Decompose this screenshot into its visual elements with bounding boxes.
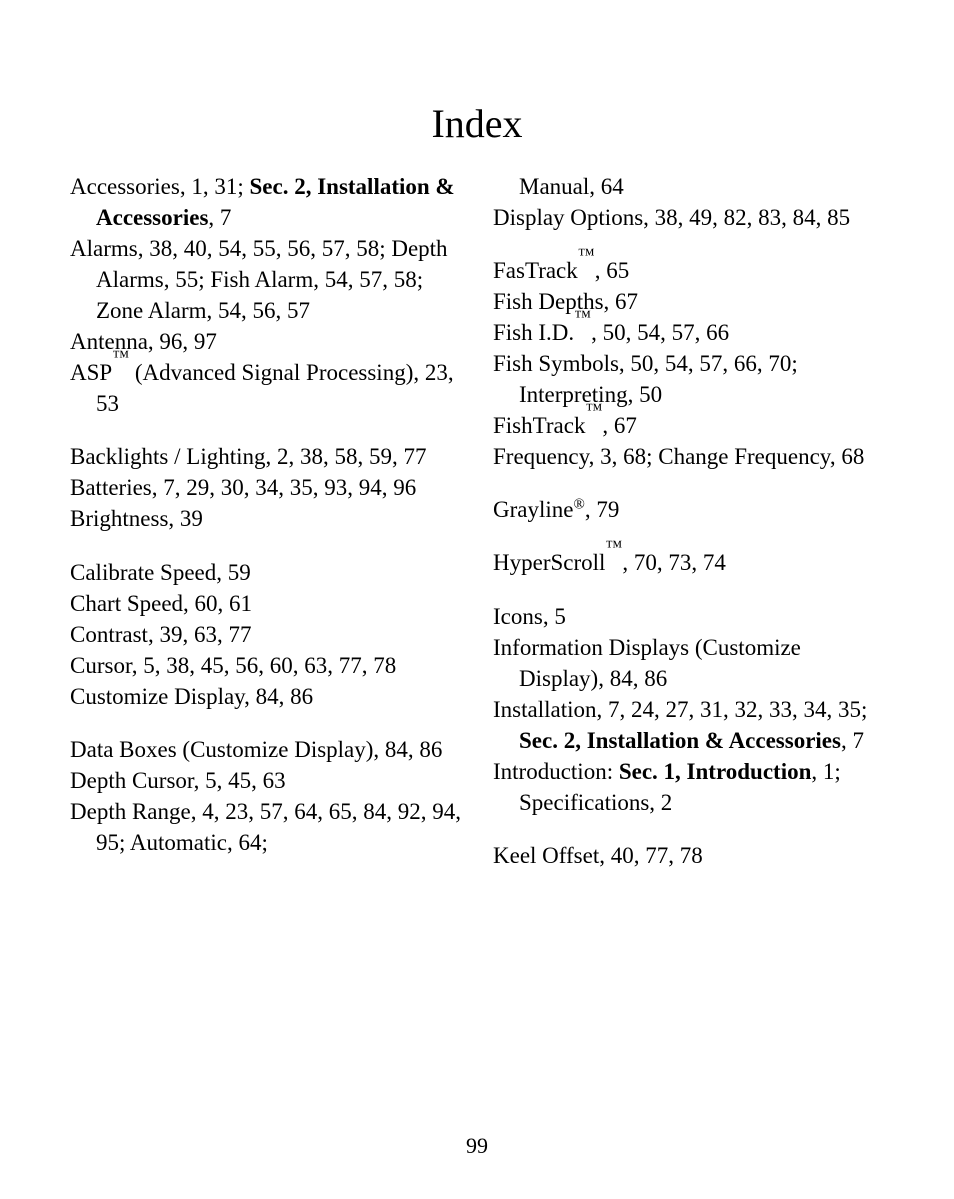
index-entry: Backlights / Lighting, 2, 38, 58, 59, 77 bbox=[70, 441, 461, 472]
index-entry: Manual, 64 bbox=[493, 171, 884, 202]
index-entry: Information Displays (Customize Display)… bbox=[493, 632, 884, 694]
index-entry: Fish Depths, 67 bbox=[493, 286, 884, 317]
index-entry: Fish Symbols, 50, 54, 57, 66, 70; Interp… bbox=[493, 348, 884, 410]
index-entry: Fish I.D.™, 50, 54, 57, 66 bbox=[493, 317, 884, 348]
right-column-content: Manual, 64Display Options, 38, 49, 82, 8… bbox=[493, 171, 884, 871]
index-page: Index Accessories, 1, 31; Sec. 2, Instal… bbox=[0, 0, 954, 1199]
group-gap bbox=[493, 818, 884, 840]
group-gap bbox=[493, 472, 884, 494]
index-columns: Accessories, 1, 31; Sec. 2, Installation… bbox=[70, 171, 884, 871]
group-gap bbox=[493, 233, 884, 255]
index-entry: Introduction: Sec. 1, Introduction, 1; S… bbox=[493, 756, 884, 818]
index-entry: Keel Offset, 40, 77, 78 bbox=[493, 840, 884, 871]
page-number: 99 bbox=[0, 1133, 954, 1159]
index-entry: Frequency, 3, 68; Change Frequency, 68 bbox=[493, 441, 884, 472]
index-entry: ASP™ (Advanced Signal Processing), 23, 5… bbox=[70, 357, 461, 419]
group-gap bbox=[493, 579, 884, 601]
index-entry: Icons, 5 bbox=[493, 601, 884, 632]
index-entry: FasTrack™, 65 bbox=[493, 255, 884, 286]
group-gap bbox=[70, 712, 461, 734]
index-entry: Batteries, 7, 29, 30, 34, 35, 93, 94, 96 bbox=[70, 472, 461, 503]
index-entry: Calibrate Speed, 59 bbox=[70, 557, 461, 588]
index-entry: Chart Speed, 60, 61 bbox=[70, 588, 461, 619]
index-entry: HyperScroll™, 70, 73, 74 bbox=[493, 547, 884, 578]
index-entry: Contrast, 39, 63, 77 bbox=[70, 619, 461, 650]
index-entry: Display Options, 38, 49, 82, 83, 84, 85 bbox=[493, 202, 884, 233]
index-entry: Brightness, 39 bbox=[70, 503, 461, 534]
group-gap bbox=[493, 525, 884, 547]
index-entry: Depth Cursor, 5, 45, 63 bbox=[70, 765, 461, 796]
index-entry: Grayline®, 79 bbox=[493, 494, 884, 525]
group-gap bbox=[70, 419, 461, 441]
index-entry: Installation, 7, 24, 27, 31, 32, 33, 34,… bbox=[493, 694, 884, 756]
left-column-content: Accessories, 1, 31; Sec. 2, Installation… bbox=[70, 171, 461, 858]
index-entry: Cursor, 5, 38, 45, 56, 60, 63, 77, 78 bbox=[70, 650, 461, 681]
index-entry: Alarms, 38, 40, 54, 55, 56, 57, 58; Dept… bbox=[70, 233, 461, 326]
index-entry: Depth Range, 4, 23, 57, 64, 65, 84, 92, … bbox=[70, 796, 461, 858]
page-title: Index bbox=[70, 100, 884, 147]
index-entry: FishTrack™, 67 bbox=[493, 410, 884, 441]
index-entry: Accessories, 1, 31; Sec. 2, Installation… bbox=[70, 171, 461, 233]
group-gap bbox=[70, 535, 461, 557]
index-entry: Data Boxes (Customize Display), 84, 86 bbox=[70, 734, 461, 765]
index-entry: Customize Display, 84, 86 bbox=[70, 681, 461, 712]
